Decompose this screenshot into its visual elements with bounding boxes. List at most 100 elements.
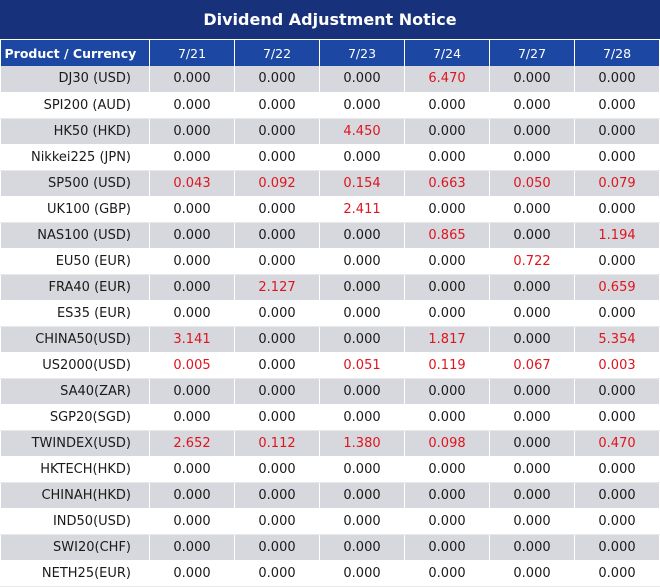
value-cell: 0.000: [489, 508, 575, 535]
value-cell: 0.000: [234, 300, 320, 327]
header-product: Product / Currency: [0, 40, 150, 66]
value-cell: 0.000: [404, 196, 490, 223]
table-row: NAS100 (USD) 0.000 0.000 0.000 0.865 0.000 1.1…: [0, 222, 660, 249]
value-cell: 0.000: [574, 508, 660, 535]
product-cell: US2000(USD): [0, 352, 150, 379]
table-row: SWI20(CHF) 0.000 0.000 0.000 0.000 0.000 0.000: [0, 534, 660, 561]
header-date: 7/28: [574, 40, 660, 66]
value-cell: 0.000: [489, 196, 575, 223]
value-cell: 0.000: [234, 482, 320, 509]
header-date: 7/23: [319, 40, 405, 66]
value-cell: 0.000: [149, 248, 235, 275]
value-cell: 0.003: [574, 352, 660, 379]
value-cell: 0.000: [574, 404, 660, 431]
value-cell: 0.000: [234, 560, 320, 587]
value-cell: 0.000: [404, 560, 490, 587]
value-cell: 0.000: [404, 274, 490, 301]
value-cell: 0.098: [404, 430, 490, 457]
value-cell: 2.652: [149, 430, 235, 457]
value-cell: 0.000: [149, 66, 235, 93]
value-cell: 0.051: [319, 352, 405, 379]
value-cell: 0.067: [489, 352, 575, 379]
value-cell: 0.000: [319, 560, 405, 587]
table-row: DJ30 (USD) 0.000 0.000 0.000 6.470 0.000 0.000: [0, 66, 660, 93]
value-cell: 0.000: [149, 196, 235, 223]
value-cell: 0.000: [149, 144, 235, 171]
table-row: CHINAH(HKD) 0.000 0.000 0.000 0.000 0.000 0.00…: [0, 482, 660, 509]
product-cell: SPI200 (AUD): [0, 92, 150, 119]
product-cell: CHINAH(HKD): [0, 482, 150, 509]
value-cell: 0.000: [489, 326, 575, 353]
value-cell: 0.000: [149, 456, 235, 483]
table-row: HK50 (HKD) 0.000 0.000 4.450 0.000 0.000 0.000: [0, 118, 660, 145]
header-date: 7/21: [149, 40, 235, 66]
product-cell: UK100 (GBP): [0, 196, 150, 223]
value-cell: 0.000: [489, 66, 575, 93]
value-cell: 0.119: [404, 352, 490, 379]
product-cell: FRA40 (EUR): [0, 274, 150, 301]
product-cell: EU50 (EUR): [0, 248, 150, 275]
table-row: CHINA50(USD) 3.141 0.000 0.000 1.817 0.000 5.3…: [0, 326, 660, 353]
value-cell: 0.000: [234, 456, 320, 483]
value-cell: 0.000: [489, 534, 575, 561]
value-cell: 0.000: [574, 482, 660, 509]
value-cell: 0.000: [319, 456, 405, 483]
value-cell: 0.000: [149, 222, 235, 249]
value-cell: 0.000: [404, 456, 490, 483]
value-cell: 0.000: [574, 300, 660, 327]
value-cell: 0.000: [149, 300, 235, 327]
value-cell: 0.000: [234, 508, 320, 535]
product-cell: CHINA50(USD): [0, 326, 150, 353]
value-cell: 0.000: [489, 430, 575, 457]
table-row: US2000(USD) 0.005 0.000 0.051 0.119 0.067 0.00…: [0, 352, 660, 379]
table-row: TWINDEX(USD) 2.652 0.112 1.380 0.098 0.000 0.4…: [0, 430, 660, 457]
value-cell: 5.354: [574, 326, 660, 353]
table-row: SP500 (USD) 0.043 0.092 0.154 0.663 0.050 0.07…: [0, 170, 660, 197]
value-cell: 0.000: [404, 144, 490, 171]
value-cell: 0.000: [574, 560, 660, 587]
value-cell: 0.000: [149, 118, 235, 145]
value-cell: 0.000: [234, 118, 320, 145]
product-cell: ES35 (EUR): [0, 300, 150, 327]
value-cell: 0.000: [319, 274, 405, 301]
table-row: NETH25(EUR) 0.000 0.000 0.000 0.000 0.000 0.00…: [0, 560, 660, 587]
product-cell: DJ30 (USD): [0, 66, 150, 93]
product-cell: NAS100 (USD): [0, 222, 150, 249]
value-cell: 3.141: [149, 326, 235, 353]
value-cell: 2.411: [319, 196, 405, 223]
value-cell: 0.000: [319, 404, 405, 431]
value-cell: 0.000: [404, 300, 490, 327]
value-cell: 0.050: [489, 170, 575, 197]
product-cell: HK50 (HKD): [0, 118, 150, 145]
value-cell: 0.000: [149, 404, 235, 431]
value-cell: 0.000: [489, 456, 575, 483]
table-row: HKTECH(HKD) 0.000 0.000 0.000 0.000 0.000 0.00…: [0, 456, 660, 483]
value-cell: 0.000: [319, 300, 405, 327]
value-cell: 1.194: [574, 222, 660, 249]
value-cell: 0.000: [149, 560, 235, 587]
value-cell: 0.112: [234, 430, 320, 457]
table-row: Nikkei225 (JPN) 0.000 0.000 0.000 0.000 0.000…: [0, 144, 660, 171]
table-row: FRA40 (EUR) 0.000 2.127 0.000 0.000 0.000 0.65…: [0, 274, 660, 301]
product-cell: SGP20(SGD): [0, 404, 150, 431]
value-cell: 0.000: [404, 248, 490, 275]
table-row: EU50 (EUR) 0.000 0.000 0.000 0.000 0.722 0.000: [0, 248, 660, 275]
product-cell: Nikkei225 (JPN): [0, 144, 150, 171]
table-row: SGP20(SGD) 0.000 0.000 0.000 0.000 0.000 0.000: [0, 404, 660, 431]
value-cell: 0.000: [234, 66, 320, 93]
value-cell: 0.000: [319, 378, 405, 405]
value-cell: 0.000: [404, 482, 490, 509]
value-cell: 0.000: [234, 222, 320, 249]
value-cell: 0.000: [489, 222, 575, 249]
value-cell: 0.000: [489, 118, 575, 145]
value-cell: 0.000: [404, 118, 490, 145]
header-date: 7/27: [489, 40, 575, 66]
value-cell: 0.154: [319, 170, 405, 197]
value-cell: 0.000: [574, 248, 660, 275]
value-cell: 0.000: [319, 248, 405, 275]
header-date: 7/24: [404, 40, 490, 66]
value-cell: 0.000: [319, 222, 405, 249]
value-cell: 1.817: [404, 326, 490, 353]
value-cell: 0.000: [404, 404, 490, 431]
